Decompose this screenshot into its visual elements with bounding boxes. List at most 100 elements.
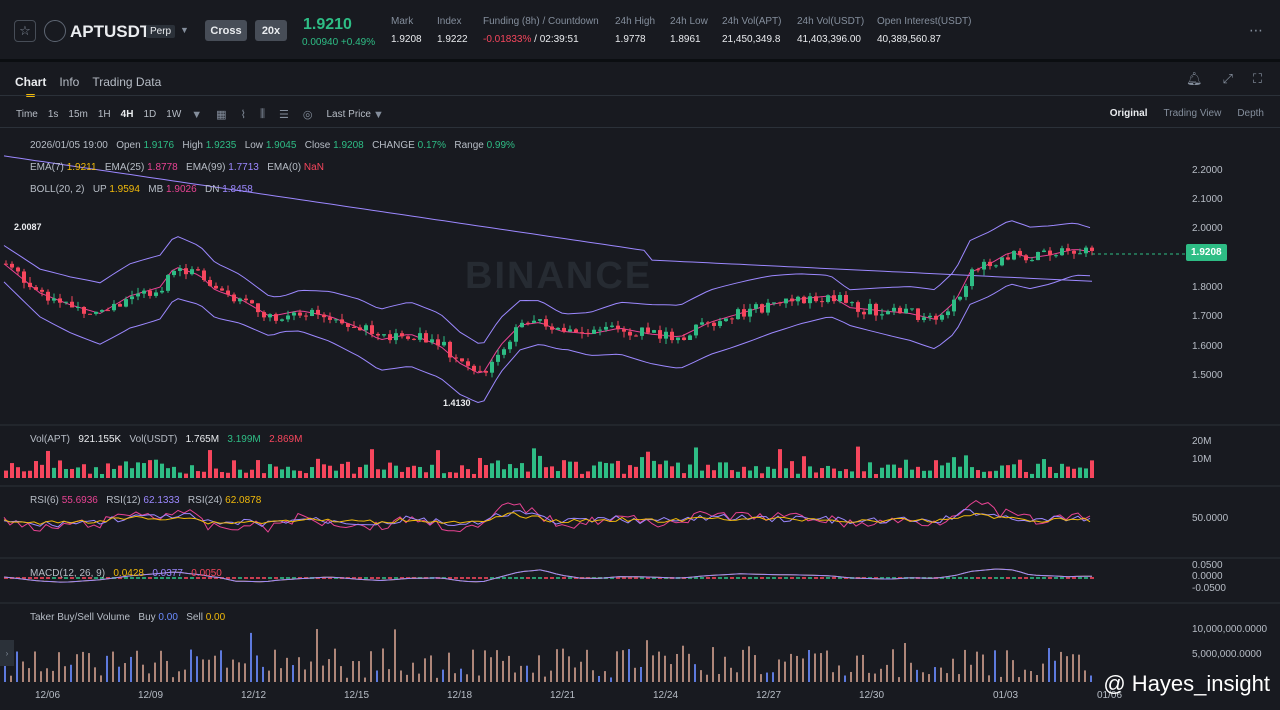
interval-1h[interactable]: 1H bbox=[97, 109, 111, 120]
settings-list-icon[interactable]: ☰ bbox=[279, 109, 289, 121]
taker-bar bbox=[826, 650, 828, 682]
interval-15m[interactable]: 15m bbox=[68, 109, 88, 120]
interval-4h[interactable]: 4H bbox=[120, 109, 134, 120]
interval-1d[interactable]: 1D bbox=[143, 109, 157, 120]
volume-bar bbox=[148, 460, 152, 478]
tab-info[interactable]: Info bbox=[59, 75, 80, 89]
expand-icon[interactable]: ⤢ bbox=[1222, 71, 1233, 86]
candle-body bbox=[340, 319, 344, 324]
taker-bar bbox=[574, 667, 576, 682]
price-type-select[interactable]: Last Price bbox=[326, 109, 371, 120]
price-axis-label: 2.0000 bbox=[1192, 223, 1223, 234]
candle-body bbox=[844, 294, 848, 303]
interval-dropdown-icon[interactable]: ▼ bbox=[191, 108, 203, 121]
symbol-dropdown-icon[interactable]: ▼ bbox=[180, 25, 189, 35]
candle-body bbox=[670, 331, 674, 341]
macd-bar bbox=[28, 577, 32, 579]
candle-body bbox=[1030, 260, 1034, 262]
indicator-icon[interactable]: ⌇ bbox=[240, 109, 246, 121]
taker-bar bbox=[100, 675, 102, 682]
candle-body bbox=[148, 290, 152, 296]
date-axis-label: 01/06 bbox=[1097, 690, 1123, 701]
macd-bar bbox=[718, 577, 722, 579]
candle-body bbox=[838, 294, 842, 302]
volume-bar bbox=[652, 460, 656, 478]
interval-time[interactable]: Time bbox=[16, 109, 38, 120]
symbol-name[interactable]: APTUSDT bbox=[70, 22, 151, 41]
candle-body bbox=[400, 333, 404, 337]
taker-bar bbox=[202, 659, 204, 682]
candle-body bbox=[520, 322, 524, 328]
volume-bar bbox=[832, 468, 836, 478]
target-icon[interactable]: ◎ bbox=[302, 109, 313, 121]
volume-bar bbox=[712, 470, 716, 478]
date-axis-label: 12/24 bbox=[653, 690, 679, 701]
tab-chart[interactable]: Chart bbox=[15, 75, 47, 89]
candle-body bbox=[172, 270, 176, 276]
taker-bar bbox=[634, 667, 636, 682]
date-axis-label: 01/03 bbox=[993, 690, 1019, 701]
volume-bar bbox=[472, 473, 476, 478]
current-price-tag: 1.9208 bbox=[1186, 244, 1227, 261]
price-type-dropdown-icon[interactable]: ▼ bbox=[372, 108, 384, 121]
side-toggle-icon[interactable]: › bbox=[0, 640, 14, 666]
interval-1w[interactable]: 1W bbox=[166, 109, 182, 120]
taker-bar bbox=[292, 665, 294, 682]
volume-bar bbox=[34, 461, 38, 478]
volume-bar bbox=[754, 466, 758, 478]
candle-type-icon[interactable]: ⫼ bbox=[259, 108, 265, 120]
taker-bar bbox=[400, 670, 402, 682]
candle-body bbox=[802, 296, 806, 304]
candle-body bbox=[316, 309, 320, 315]
macd-axis-label: 0.0000 bbox=[1192, 571, 1223, 582]
view-original[interactable]: Original bbox=[1109, 108, 1148, 119]
favorite-star-icon[interactable]: ☆ bbox=[14, 20, 36, 42]
macd-bar bbox=[982, 577, 986, 579]
volume-bar bbox=[814, 472, 818, 478]
calendar-icon[interactable]: ▦ bbox=[216, 109, 227, 121]
candle-body bbox=[958, 296, 962, 300]
volume-bar bbox=[808, 466, 812, 478]
volume-bar bbox=[22, 471, 26, 478]
stat-index: Index 1.9222 bbox=[437, 16, 468, 45]
view-trading-view[interactable]: Trading View bbox=[1163, 108, 1222, 119]
fullscreen-icon[interactable]: ⛶ bbox=[1252, 71, 1262, 86]
macd-bar bbox=[568, 577, 572, 579]
macd-bar bbox=[964, 577, 968, 579]
interval-1s[interactable]: 1s bbox=[47, 109, 59, 120]
taker-bar bbox=[106, 655, 108, 682]
taker-bar bbox=[946, 673, 948, 682]
stat-24h-vol-apt: 24h Vol(APT) 21,450,349.8 bbox=[722, 16, 782, 45]
leverage-button[interactable]: 20x bbox=[255, 20, 287, 41]
candle-body bbox=[130, 296, 134, 300]
low-marker: 1.4130 bbox=[443, 398, 471, 408]
date-axis-label: 12/18 bbox=[447, 690, 473, 701]
macd-bar bbox=[520, 577, 524, 579]
stat-24h-vol-usdt: 24h Vol(USDT) 41,403,396.00 bbox=[797, 16, 865, 45]
taker-bar bbox=[1090, 675, 1092, 682]
macd-bar bbox=[370, 577, 374, 579]
tab-trading-data[interactable]: Trading Data bbox=[92, 75, 162, 89]
more-menu-icon[interactable]: ⋯ bbox=[1249, 22, 1264, 38]
candle-body bbox=[628, 331, 632, 336]
macd-bar bbox=[1030, 577, 1034, 579]
margin-mode-button[interactable]: Cross bbox=[205, 20, 247, 41]
volume-bar bbox=[328, 465, 332, 478]
view-depth[interactable]: Depth bbox=[1237, 108, 1264, 119]
chart-panel: Chart Info Trading Data 🔔︎ ⤢ ⛶ Time 1s 1… bbox=[0, 62, 1280, 710]
macd-bar bbox=[628, 577, 632, 579]
volume-bar bbox=[562, 460, 566, 478]
macd-bar bbox=[298, 577, 302, 579]
macd-bar bbox=[796, 577, 800, 579]
bell-icon[interactable]: 🔔︎ bbox=[1185, 71, 1203, 86]
candle-body bbox=[34, 287, 38, 290]
taker-axis-label: 5,000,000.0000 bbox=[1192, 649, 1262, 660]
candle-body bbox=[898, 307, 902, 314]
taker-bar bbox=[832, 672, 834, 682]
volume-bar bbox=[604, 462, 608, 478]
taker-bar bbox=[16, 651, 18, 682]
candle-body bbox=[592, 329, 596, 334]
divider bbox=[0, 95, 1280, 96]
volume-bar bbox=[1084, 468, 1088, 478]
